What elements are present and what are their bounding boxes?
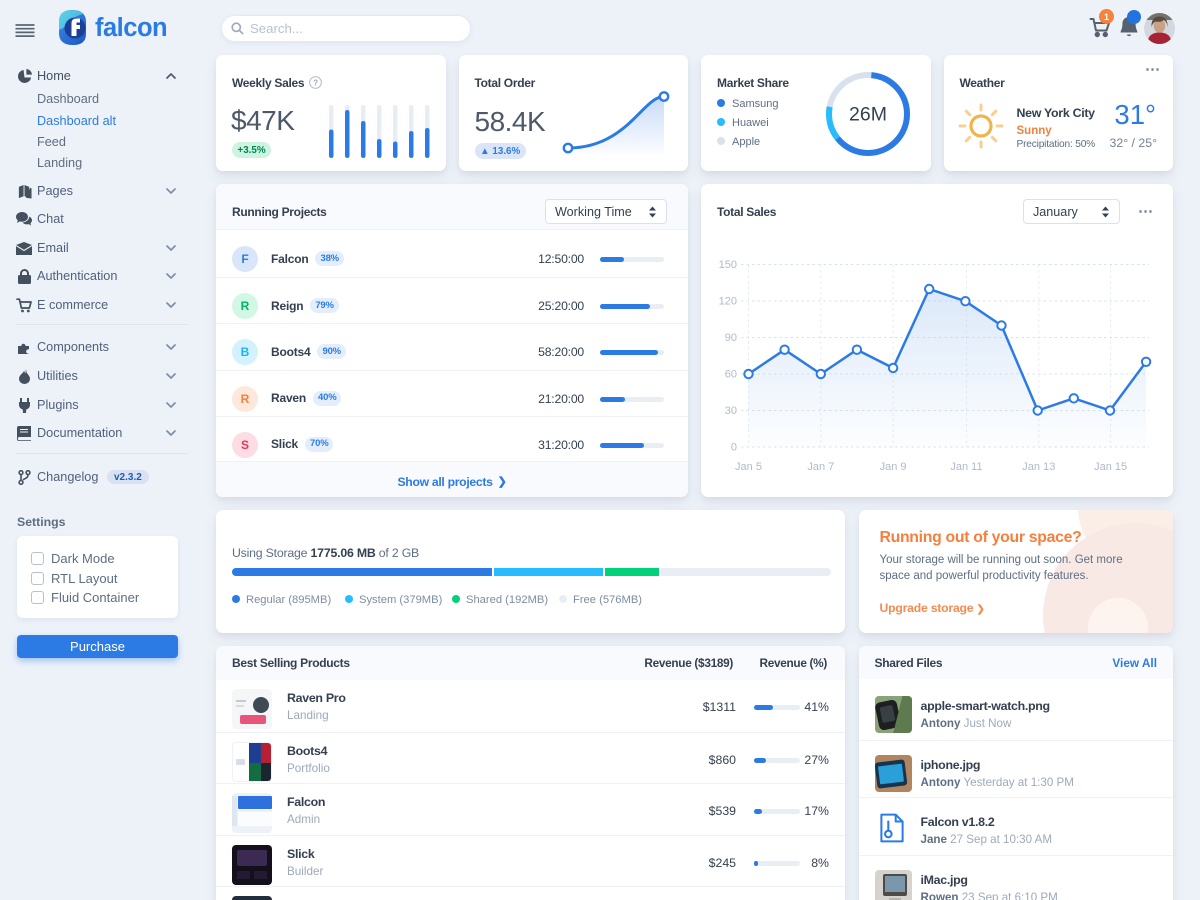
svg-text:60: 60	[725, 369, 737, 381]
svg-text:26M: 26M	[849, 104, 887, 126]
svg-text:120: 120	[719, 296, 737, 308]
svg-text:Jan 15: Jan 15	[1094, 461, 1127, 473]
svg-text:Jan 7: Jan 7	[807, 461, 834, 473]
svg-text:0: 0	[731, 442, 737, 454]
svg-text:?: ?	[314, 78, 319, 87]
svg-text:Jan 5: Jan 5	[735, 461, 762, 473]
svg-text:90: 90	[725, 332, 737, 344]
svg-text:Jan 13: Jan 13	[1022, 461, 1055, 473]
svg-text:Jan 11: Jan 11	[950, 461, 982, 473]
svg-text:Jan 9: Jan 9	[880, 461, 907, 473]
svg-text:150: 150	[719, 259, 737, 271]
svg-text:30: 30	[725, 405, 737, 417]
